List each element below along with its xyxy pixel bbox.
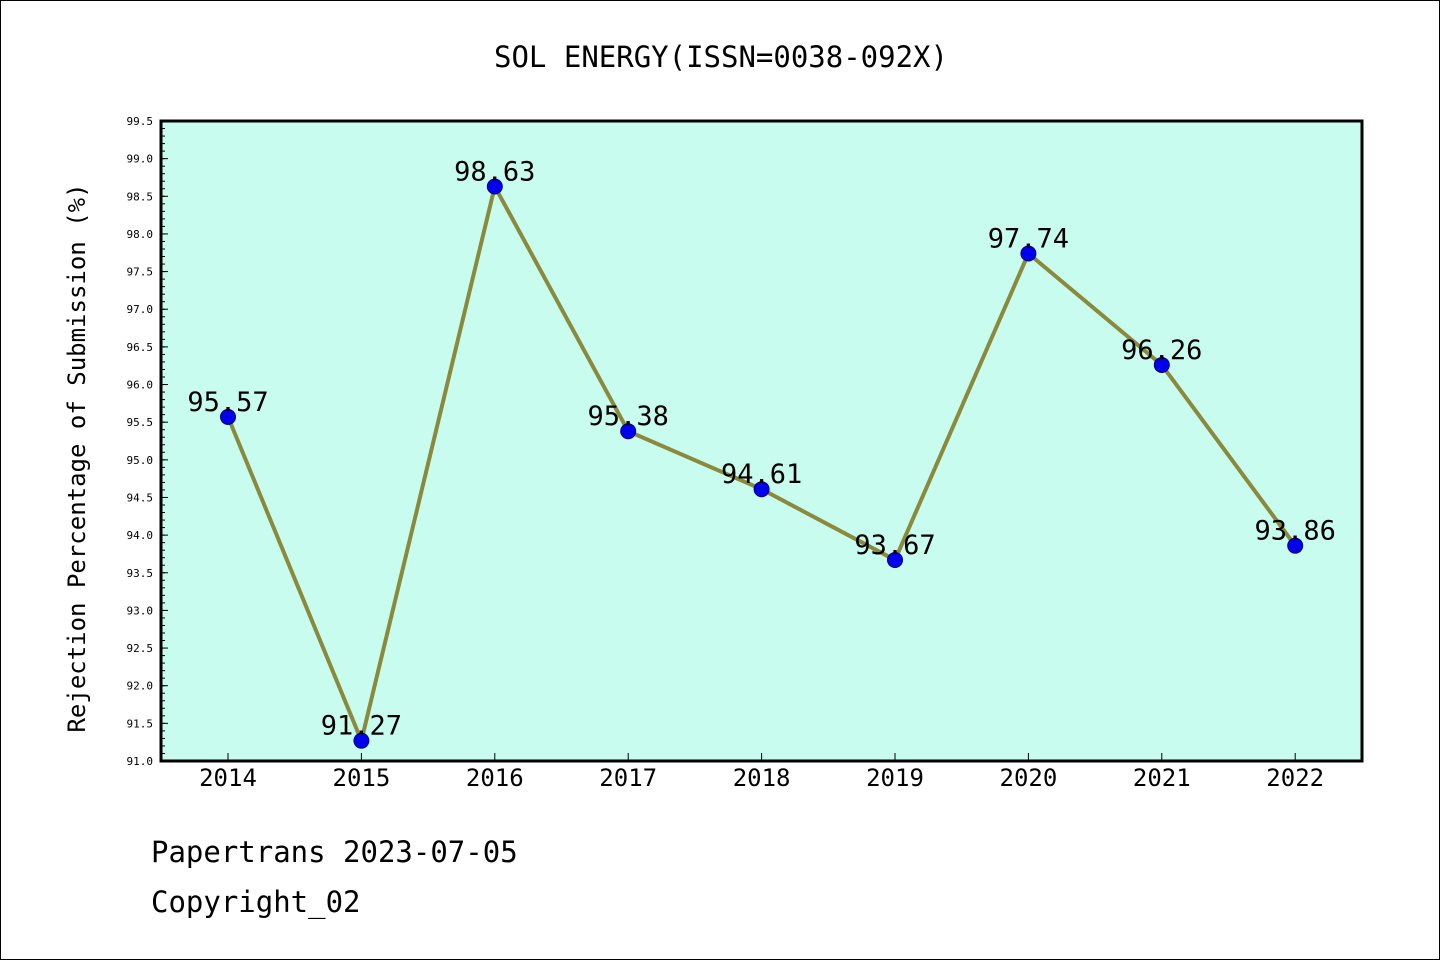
data-label: 95.38 (588, 401, 669, 432)
y-tick-label: 94.0 (127, 529, 154, 542)
y-axis: 91.0 91.5 92.0 92.5 93.0 93.5 94.0 94.5 95.0 95.5… (127, 115, 168, 768)
footer-date-text: Papertrans 2023-07-05 (151, 835, 518, 869)
x-tick-label: 2017 (599, 764, 657, 792)
plot-area (159, 119, 1364, 763)
y-tick-label: 96.0 (127, 379, 154, 392)
data-label: 94.61 (721, 459, 802, 490)
data-label: 98.63 (454, 157, 535, 188)
data-label: 93.86 (1255, 516, 1336, 547)
data-label: 91.27 (321, 711, 402, 742)
data-point (353, 732, 370, 749)
y-tick-label: 99.0 (127, 153, 154, 166)
x-axis: 2014 2015 2016 2017 2018 2019 2020 2021 2022 (199, 753, 1324, 792)
data-point (1287, 537, 1304, 554)
y-tick-label: 99.5 (127, 115, 154, 128)
x-tick-label: 2021 (1133, 764, 1191, 792)
x-tick-label: 2022 (1266, 764, 1324, 792)
data-labels: 95.57 91.27 98.63 95.38 94.61 93.67 97.74 96.26… (187, 157, 1335, 742)
x-tick-label: 2016 (466, 764, 524, 792)
y-tick-label: 95.5 (127, 416, 154, 429)
data-label: 93.67 (854, 530, 935, 561)
data-point (620, 423, 637, 440)
y-tick-label: 91.0 (127, 755, 154, 768)
y-tick-label: 97.0 (127, 303, 154, 316)
y-tick-label: 92.0 (127, 680, 154, 693)
y-tick-label: 96.5 (127, 341, 154, 354)
data-point (486, 178, 503, 195)
data-point (1020, 245, 1037, 262)
y-tick-label: 95.0 (127, 454, 154, 467)
y-tick-label: 93.5 (127, 567, 154, 580)
y-tick-label: 91.5 (127, 717, 154, 730)
footer-copyright-text: Copyright_02 (151, 885, 361, 919)
y-tick-label: 92.5 (127, 642, 154, 655)
data-label: 97.74 (988, 224, 1069, 255)
y-tick-label: 97.5 (127, 266, 154, 279)
y-tick-label: 98.5 (127, 190, 154, 203)
y-tick-label: 94.5 (127, 491, 154, 504)
series-markers (220, 178, 1304, 749)
data-point (887, 551, 903, 568)
x-tick-label: 2014 (199, 764, 257, 792)
data-point (753, 481, 770, 498)
x-tick-label: 2018 (733, 764, 791, 792)
y-tick-label: 98.0 (127, 228, 154, 241)
data-label: 96.26 (1121, 335, 1202, 366)
x-tick-label: 2020 (1000, 764, 1058, 792)
data-point (220, 408, 236, 425)
y-tick-label: 93.0 (127, 604, 154, 617)
x-tick-label: 2019 (866, 764, 924, 792)
data-label: 95.57 (187, 387, 268, 418)
data-point (1153, 356, 1170, 373)
y-axis-label: Rejection Percentage of Submission (%) (63, 183, 91, 732)
chart-title: SOL ENERGY(ISSN=0038-092X) (494, 40, 948, 74)
x-tick-label: 2015 (333, 764, 391, 792)
